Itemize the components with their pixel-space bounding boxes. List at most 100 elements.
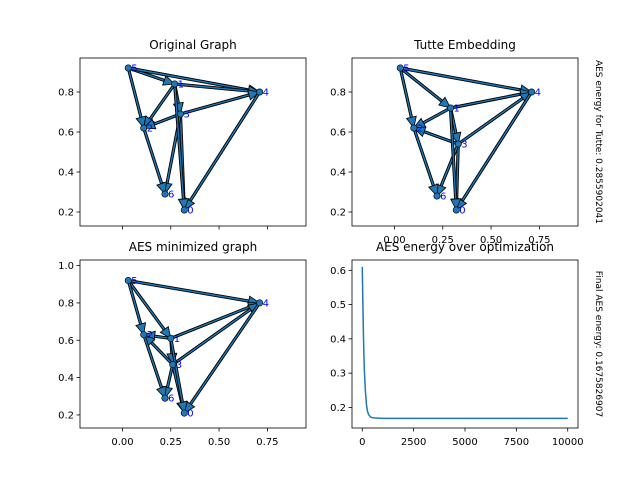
x-tick-label: 10000 <box>552 437 584 448</box>
graph-node <box>452 206 460 214</box>
x-tick-label: 7500 <box>504 437 529 448</box>
graph-node <box>180 409 188 417</box>
x-tick-label: 0.75 <box>528 235 550 246</box>
node-label: 0 <box>187 409 193 420</box>
edge <box>183 302 261 414</box>
node-label: 3 <box>183 110 189 121</box>
graph-node <box>124 64 132 72</box>
panel-tutte-embedding: Tutte Embedding 0.00 0.25 0.50 0.75 0.2 0.4 0.6… <box>330 38 603 246</box>
edge-arrowhead <box>438 96 452 109</box>
y-tick-label: 0.4 <box>58 373 74 384</box>
panel-original-graph: Original Graph 0.2 0.4 0.6 0.8 0 1 2 3 4 5 6 <box>58 38 307 230</box>
x-tick-label: 0.50 <box>480 235 502 246</box>
edge <box>449 107 458 211</box>
side-note: AES energy for Tutte: 0.2855902041 <box>593 60 603 224</box>
graph-node <box>140 331 148 339</box>
edge <box>127 279 261 304</box>
y-tick-label: 0.8 <box>58 88 74 99</box>
graph-node <box>528 88 536 96</box>
x-tick-label: 0.00 <box>383 235 405 246</box>
y-tick-label: 0.8 <box>330 88 346 99</box>
y-tick-label: 0.4 <box>58 168 74 179</box>
edge-arrowhead <box>450 198 462 211</box>
edge <box>179 91 261 115</box>
y-tick-label: 0.3 <box>330 369 346 380</box>
edge <box>449 91 533 109</box>
edge <box>172 302 261 366</box>
panel-aes-minimized-graph: AES minimized graph 0.00 0.25 0.50 0.75 0.2 0.… <box>58 240 307 448</box>
x-tick-label: 5000 <box>452 437 477 448</box>
graph-node <box>396 64 404 72</box>
energy-line <box>361 266 568 420</box>
node-label: 5 <box>131 64 137 75</box>
node-label: 6 <box>168 190 174 201</box>
axes-frame <box>351 259 579 429</box>
graph-node <box>124 277 132 285</box>
node-label: 2 <box>417 124 423 135</box>
y-tick-label: 0.4 <box>330 168 346 179</box>
y-tick-label: 0.2 <box>58 410 74 421</box>
graph-node <box>410 124 418 132</box>
edge <box>455 91 533 211</box>
node-label: 5 <box>131 276 137 287</box>
y-tick-label: 0.2 <box>330 403 346 414</box>
x-tick-label: 0.00 <box>111 437 133 448</box>
y-tick-label: 0.6 <box>58 336 74 347</box>
x-tick-label: 0 <box>359 437 365 448</box>
chart-title: Tutte Embedding <box>413 38 516 52</box>
graph-node <box>256 88 264 96</box>
node-label: 1 <box>454 104 460 115</box>
node-label: 0 <box>459 206 465 217</box>
y-tick-label: 0.2 <box>330 208 346 219</box>
edge <box>413 127 438 197</box>
edge <box>170 337 186 414</box>
chart-title: AES energy over optimization <box>376 240 554 254</box>
graph-node <box>447 104 455 112</box>
graph-node <box>433 192 441 200</box>
y-tick-label: 0.4 <box>330 334 346 345</box>
node-label: 3 <box>176 360 182 371</box>
graph-node <box>176 110 184 118</box>
graph-node <box>167 334 175 342</box>
y-tick-label: 1.0 <box>58 261 74 272</box>
node-label: 4 <box>263 88 269 99</box>
graph-node <box>454 140 462 148</box>
y-tick-label: 0.5 <box>330 300 346 311</box>
axes-frame <box>79 57 307 227</box>
node-label: 0 <box>187 206 193 217</box>
node-label: 4 <box>535 88 541 99</box>
panel-aes-energy-curve: AES energy over optimization 0 2500 5000 750… <box>330 240 603 448</box>
y-tick-label: 0.8 <box>58 298 74 309</box>
node-label: 6 <box>168 394 174 405</box>
edge <box>170 302 261 340</box>
chart-title: AES minimized graph <box>129 240 257 254</box>
edge <box>127 67 261 93</box>
edge <box>173 83 261 93</box>
edge <box>399 67 533 93</box>
y-tick-label: 0.2 <box>58 208 74 219</box>
node-label: 3 <box>461 140 467 151</box>
side-note: Final AES energy: 0.1675826907 <box>593 271 603 417</box>
edge <box>143 127 166 195</box>
y-tick-label: 0.6 <box>330 128 346 139</box>
graph-node <box>169 361 177 369</box>
edge-arrowhead <box>177 198 190 211</box>
graph-node <box>161 394 169 402</box>
edge <box>127 279 172 340</box>
graph-node <box>140 124 148 132</box>
y-tick-label: 0.6 <box>58 128 74 139</box>
x-tick-label: 0.50 <box>208 437 230 448</box>
node-label: 6 <box>440 192 446 203</box>
x-tick-label: 0.25 <box>160 437 182 448</box>
edge <box>457 91 533 145</box>
x-tick-label: 0.25 <box>432 235 454 246</box>
x-tick-label: 0.75 <box>256 437 278 448</box>
edge-arrowhead <box>159 325 172 340</box>
node-label: 1 <box>174 334 180 345</box>
node-label: 2 <box>147 124 153 135</box>
graph-node <box>180 206 188 214</box>
chart-title: Original Graph <box>149 38 237 52</box>
node-label: 1 <box>178 80 184 91</box>
graph-node <box>256 299 264 307</box>
y-tick-label: 0.6 <box>330 266 346 277</box>
